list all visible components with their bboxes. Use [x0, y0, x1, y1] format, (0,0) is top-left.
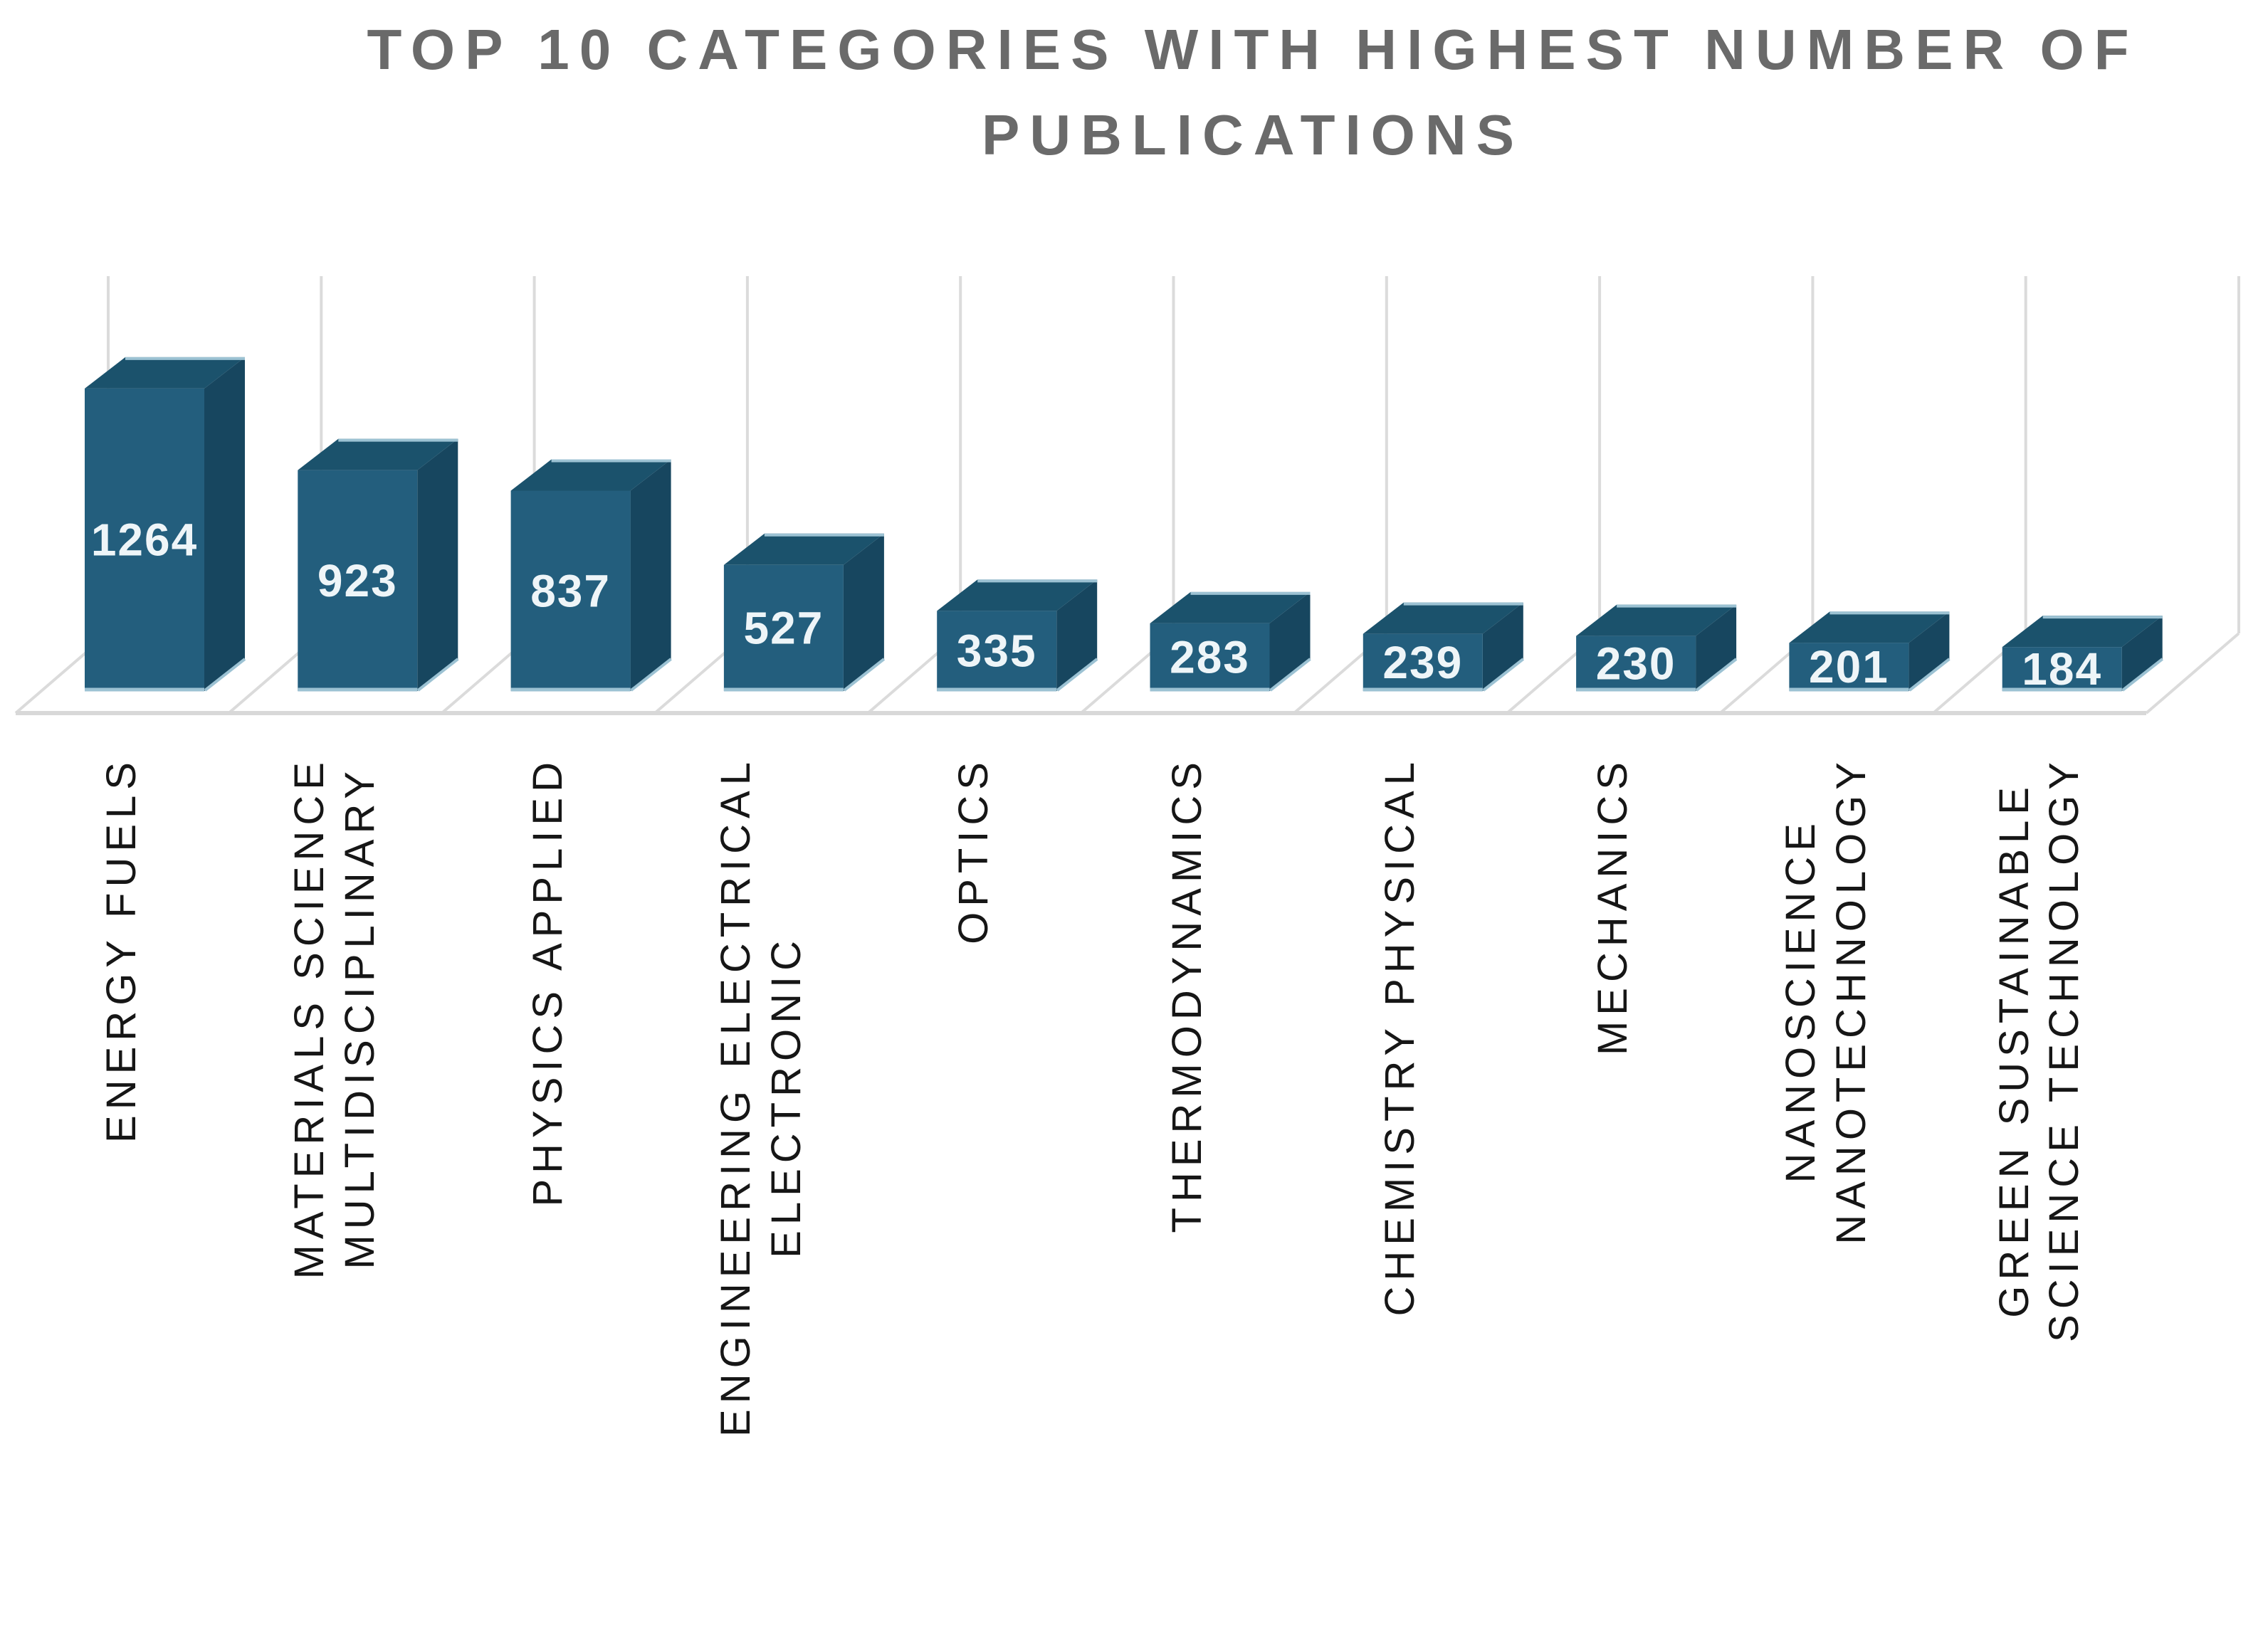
bar-side-face: [417, 438, 458, 691]
chart-title-line2: PUBLICATIONS: [981, 103, 1525, 167]
bar-side-face: [1909, 611, 1950, 691]
bar-top-face: [2002, 616, 2163, 648]
bar-top-face: [298, 438, 458, 470]
category-label-line: NANOSCIENCE: [1778, 818, 1825, 1183]
bar-bottom-side-highlight-edge: [1909, 658, 1951, 692]
category-label-line: ELECTRONIC: [762, 935, 809, 1258]
bar-front-face: [723, 564, 844, 691]
bar-optics: 335: [937, 579, 1098, 692]
bar-top-face: [723, 533, 884, 565]
floor-separator-line: [2145, 632, 2240, 715]
bar-value-label: 201: [1809, 641, 1889, 692]
bar-side-face: [1056, 579, 1098, 691]
bar-value-label: 837: [530, 565, 611, 616]
bar-physics-applied: 837: [510, 459, 672, 692]
bar-bottom-side-highlight-edge: [1695, 658, 1738, 692]
bar-top-face: [1576, 604, 1737, 636]
bar-value-label: 283: [1170, 631, 1250, 682]
category-label-nanoscience-nanotechnology: NANOSCIENCE NANOTECHNOLOGY: [1720, 756, 1933, 1245]
category-label-line: CHEMISTRY PHYSICAL: [1377, 756, 1424, 1317]
bar-side-face: [2121, 616, 2163, 691]
category-label-line: NANOTECHNOLOGY: [1828, 756, 1875, 1245]
chart-title: TOP 10 CATEGORIES WITH HIGHEST NUMBER OF…: [242, 7, 2264, 178]
bar-thermodynamics: 283: [1150, 591, 1311, 692]
category-label-line: ENERGY FUELS: [98, 756, 145, 1143]
bar-nanoscience-nanotechnology: 201: [1789, 611, 1951, 692]
category-label-mechanics: MECHANICS: [1507, 756, 1720, 1055]
bar-side-face: [204, 357, 245, 691]
bar-value-label: 923: [317, 555, 398, 606]
bar-front-face: [1150, 623, 1270, 691]
bar-bottom-side-highlight-edge: [1482, 658, 1525, 692]
bar-top-face: [85, 357, 245, 389]
category-label-line: ENGINEERING ELECTRICAL: [712, 756, 759, 1437]
bar-front-face: [1363, 633, 1483, 691]
category-label-line: MECHANICS: [1590, 756, 1637, 1056]
category-label-line: OPTICS: [950, 756, 997, 944]
bar-value-label: 230: [1596, 638, 1676, 689]
bar-value-label: 335: [957, 626, 1037, 677]
bar-front-face: [1789, 643, 1909, 691]
bar-value-label: 527: [744, 602, 824, 653]
bar-top-face: [510, 459, 671, 491]
category-label-line: MATERIALS SCIENCE: [286, 756, 333, 1280]
bar-top-face: [1363, 602, 1523, 634]
bar-energy-fuels: 1264: [85, 357, 246, 692]
bar-value-label: 1264: [91, 514, 198, 565]
category-label-line: GREEN SUSTAINABLE: [1990, 781, 2037, 1318]
bar-materials-science-multidisciplinary: 923: [298, 438, 459, 692]
category-label-line: PHYSICS APPLIED: [524, 756, 571, 1207]
bar-side-face: [1482, 602, 1523, 691]
bar-value-label: 184: [2022, 643, 2102, 695]
bar-top-face: [1150, 591, 1311, 623]
bar-front-face: [937, 611, 1057, 691]
category-label-optics: OPTICS: [868, 756, 1081, 944]
bar-bottom-side-highlight-edge: [204, 658, 246, 692]
bar-bottom-side-highlight-edge: [630, 658, 672, 692]
bar-front-face: [298, 470, 418, 691]
category-label-engineering-electrical-electronic: ENGINEERING ELECTRICAL ELECTRONIC: [655, 756, 868, 1437]
category-label-green-sustainable-science-technology: GREEN SUSTAINABLE SCIENCE TECHNOLOGY: [1933, 756, 2146, 1342]
bar-bottom-side-highlight-edge: [1269, 658, 1311, 692]
category-label-line: THERMODYNAMICS: [1163, 756, 1210, 1233]
bar-front-face: [85, 388, 204, 691]
bar-mechanics: 230: [1576, 604, 1738, 692]
category-label-physics-applied: PHYSICS APPLIED: [442, 756, 655, 1207]
bar-side-face: [630, 459, 671, 691]
bar-chemistry-physical: 239: [1363, 602, 1525, 692]
category-label-energy-fuels: ENERGY FUELS: [16, 756, 229, 1143]
bar-top-face: [937, 579, 1098, 611]
category-label-line: MULTIDISCIPLINARY: [336, 766, 383, 1270]
bar-bottom-side-highlight-edge: [1056, 658, 1098, 692]
category-label-thermodynamics: THERMODYNAMICS: [1081, 756, 1294, 1233]
bar-bottom-side-highlight-edge: [843, 658, 886, 692]
chart-title-line1: TOP 10 CATEGORIES WITH HIGHEST NUMBER OF: [367, 18, 2139, 81]
bar-side-face: [843, 533, 884, 691]
bar-value-label: 239: [1382, 637, 1463, 688]
bar-bottom-side-highlight-edge: [417, 658, 459, 692]
bar-front-face: [510, 490, 631, 691]
bar-engineering-electrical-electronic: 527: [723, 533, 886, 692]
bar-top-face: [1789, 611, 1950, 643]
bar-bottom-side-highlight-edge: [2121, 658, 2163, 692]
category-label-line: SCIENCE TECHNOLOGY: [2041, 756, 2088, 1342]
bar-green-sustainable-science-technology: 184: [2002, 616, 2163, 695]
bar-front-face: [1576, 636, 1696, 691]
category-label-materials-science-multidisciplinary: MATERIALS SCIENCE MULTIDISCIPLINARY: [229, 756, 441, 1279]
bar-front-face: [2002, 647, 2122, 691]
bar-side-face: [1696, 604, 1737, 691]
category-label-chemistry-physical: CHEMISTRY PHYSICAL: [1294, 756, 1507, 1316]
